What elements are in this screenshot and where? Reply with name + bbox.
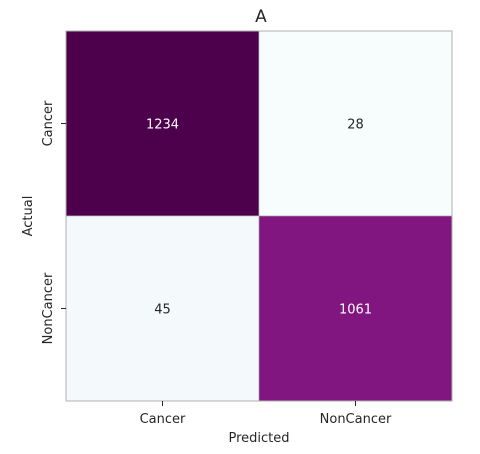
y-tick-label: Cancer — [41, 100, 56, 146]
cell-value-label: 28 — [347, 118, 364, 133]
cell-value-label: 45 — [154, 303, 171, 318]
x-tick-label: NonCancer — [320, 412, 392, 427]
chart-title: A — [255, 7, 267, 27]
cell-value-labels: 1234 28 45 1061 — [146, 118, 372, 318]
x-tick-label: Cancer — [140, 412, 186, 427]
plot-frame — [65, 30, 453, 402]
x-axis-label: Predicted — [228, 431, 289, 446]
cell-value-label: 1234 — [146, 118, 179, 133]
y-axis-label: Actual — [21, 196, 36, 237]
y-tick-label: NonCancer — [41, 272, 56, 344]
heatmap-cell — [258, 215, 453, 402]
axis-ticks: Cancer NonCancer Cancer NonCancer — [41, 100, 392, 427]
heatmap-cells — [65, 30, 453, 402]
heatmap-cell — [258, 30, 453, 217]
heatmap-cell — [65, 215, 260, 402]
heatmap-cell — [65, 30, 260, 217]
cell-value-label: 1061 — [339, 303, 372, 318]
